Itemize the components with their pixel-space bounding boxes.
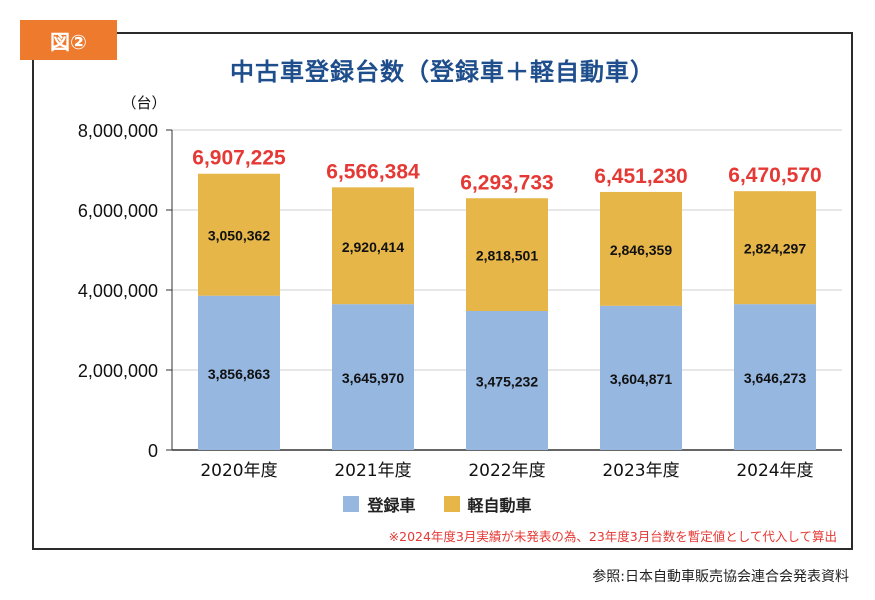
y-tick-label: 4,000,000 [78,281,158,301]
data-label-registered: 3,646,273 [744,370,806,386]
total-label: 6,907,225 [192,147,286,170]
bar-registered [198,295,280,450]
figure-tag: 図② [20,20,117,60]
x-tick-label: 2021年度 [334,461,411,481]
x-tick-label: 2020年度 [200,461,277,481]
data-label-registered: 3,475,232 [476,373,538,389]
total-label: 6,470,570 [728,164,821,187]
legend-item-registered: 登録車 [343,492,416,516]
bar-kei [600,191,682,306]
data-label-kei: 2,824,297 [744,241,806,257]
data-label-kei: 2,846,359 [610,242,672,258]
y-tick-label: 2,000,000 [78,361,158,381]
bar-registered [734,304,816,450]
chart-title: 中古車登録台数（登録車＋軽自動車） [230,58,655,86]
y-tick-label: 0 [148,441,158,461]
legend-label-kei: 軽自動車 [467,496,532,515]
data-label-kei: 2,818,501 [476,248,538,264]
total-label: 6,293,733 [460,171,553,194]
data-label-registered: 3,604,871 [610,371,672,387]
bar-registered [466,310,548,450]
data-label-registered: 3,645,970 [342,370,404,386]
total-label: 6,566,384 [326,160,420,183]
bar-registered [600,305,682,450]
footnote: ※2024年度3月実績が未発表の為、23年度3月台数を暫定値として代入して算出 [388,529,837,544]
y-axis-unit-label: （台） [121,94,166,112]
x-tick-label: 2022年度 [468,461,545,481]
chart-frame [32,32,853,550]
y-tick-label: 6,000,000 [78,201,158,221]
source-credit: 参照:日本自動車販売協会連合会発表資料 [592,569,849,585]
bar-kei [466,198,548,311]
data-label-kei: 3,050,362 [208,228,270,244]
total-label: 6,451,230 [594,165,687,188]
x-tick-label: 2023年度 [602,461,679,481]
bar-registered [332,304,414,450]
legend-swatch-registered [343,496,360,512]
bar-kei [198,173,280,296]
x-tick-label: 2024年度 [736,461,813,481]
bar-kei [332,187,414,305]
legend-swatch-kei [443,496,460,512]
legend-label-registered: 登録車 [367,496,416,515]
data-label-kei: 2,920,414 [342,239,404,255]
legend: 登録車 軽自動車 [0,492,875,516]
y-tick-label: 8,000,000 [78,121,158,141]
legend-item-kei: 軽自動車 [443,492,532,516]
bar-kei [734,191,816,305]
data-label-registered: 3,856,863 [208,366,270,382]
